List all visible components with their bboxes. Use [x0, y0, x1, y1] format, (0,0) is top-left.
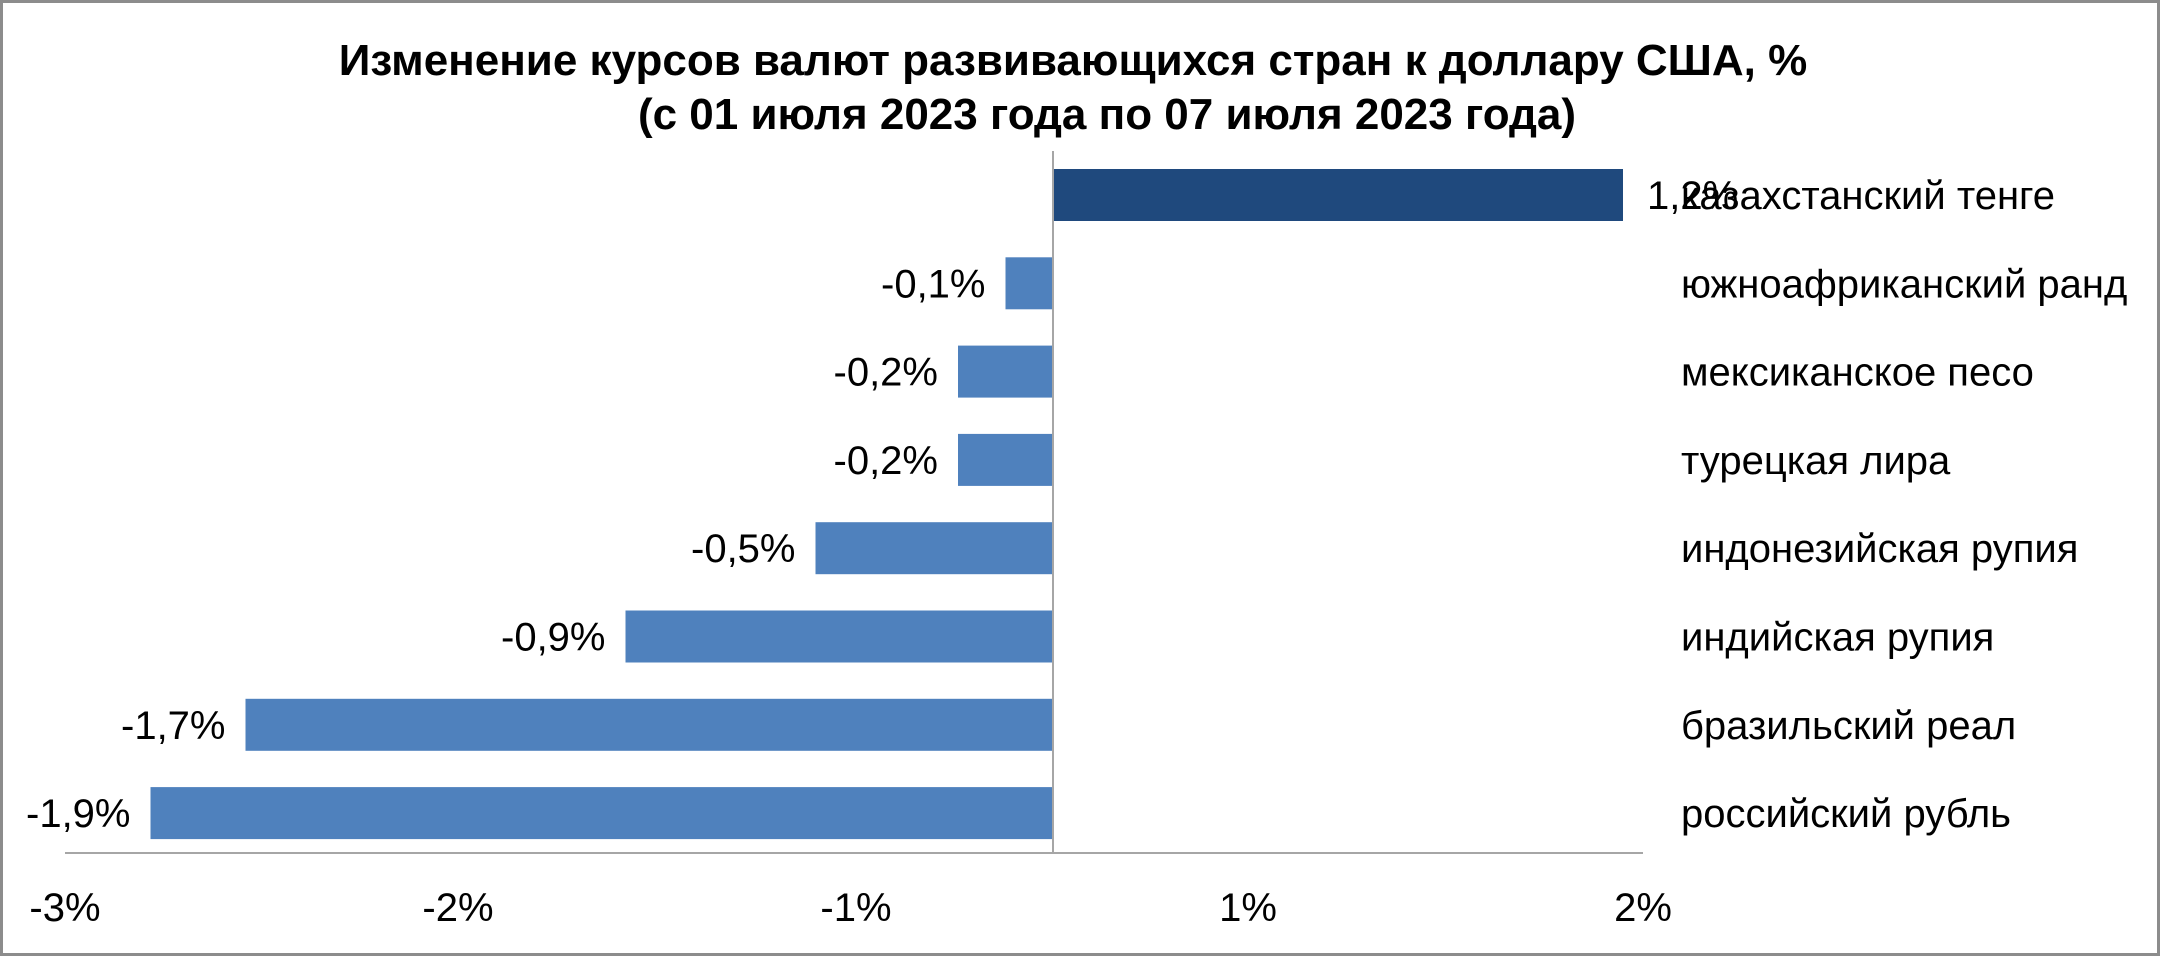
data-label-2: -0,2%	[834, 351, 939, 395]
data-label-5: -0,9%	[501, 616, 606, 660]
bar-7	[150, 787, 1053, 840]
data-label-3: -0,2%	[834, 439, 939, 483]
axes-group: -3% -2% -1% 1% 2%	[29, 151, 1672, 930]
category-label-0: казахстанский тенге	[1681, 174, 2055, 218]
bar-4	[815, 522, 1053, 575]
x-tick-label-3: 1%	[1219, 886, 1277, 930]
data-label-4: -0,5%	[691, 527, 796, 571]
data-label-6: -1,7%	[121, 704, 226, 748]
category-label-1: южноафриканский ранд	[1681, 262, 2127, 306]
category-label-7: российский рубль	[1681, 792, 2011, 836]
bar-0	[1053, 169, 1623, 221]
chart-title: Изменение курсов валют развивающихся стр…	[339, 36, 1807, 85]
bar-6	[245, 698, 1053, 751]
data-label-0: 1,2%	[1647, 174, 1738, 218]
category-label-4: индонезийская рупия	[1681, 527, 2078, 571]
data-label-1: -0,1%	[881, 262, 986, 306]
bar-5	[625, 610, 1053, 663]
x-tick-label-2: -1%	[820, 886, 891, 930]
category-label-2: мексиканское песо	[1681, 351, 2034, 395]
category-labels-group: казахстанский тенге южноафриканский ранд м…	[1681, 174, 2127, 836]
x-tick-label-0: -3%	[29, 886, 100, 930]
data-labels-group: 1,2% -0,1% -0,2% -0,2% -0,5% -0,9% -1,7% -1,9%	[26, 174, 1738, 836]
bar-1	[1005, 257, 1053, 310]
category-label-5: индийская рупия	[1681, 616, 1994, 660]
x-tick-label-4: 2%	[1614, 886, 1672, 930]
data-label-7: -1,9%	[26, 792, 131, 836]
bar-chart: Изменение курсов валют развивающихся стр…	[26, 36, 2127, 930]
x-tick-label-1: -2%	[422, 886, 493, 930]
category-label-3: турецкая лира	[1681, 439, 1951, 483]
bar-2	[958, 345, 1053, 398]
chart-subtitle: (с 01 июля 2023 года по 07 июля 2023 год…	[638, 90, 1576, 139]
bars-group	[150, 169, 1623, 840]
category-label-6: бразильский реал	[1681, 704, 2016, 748]
bar-3	[958, 433, 1053, 486]
